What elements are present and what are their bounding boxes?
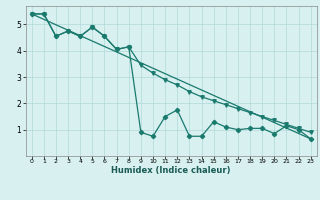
X-axis label: Humidex (Indice chaleur): Humidex (Indice chaleur) — [111, 166, 231, 175]
